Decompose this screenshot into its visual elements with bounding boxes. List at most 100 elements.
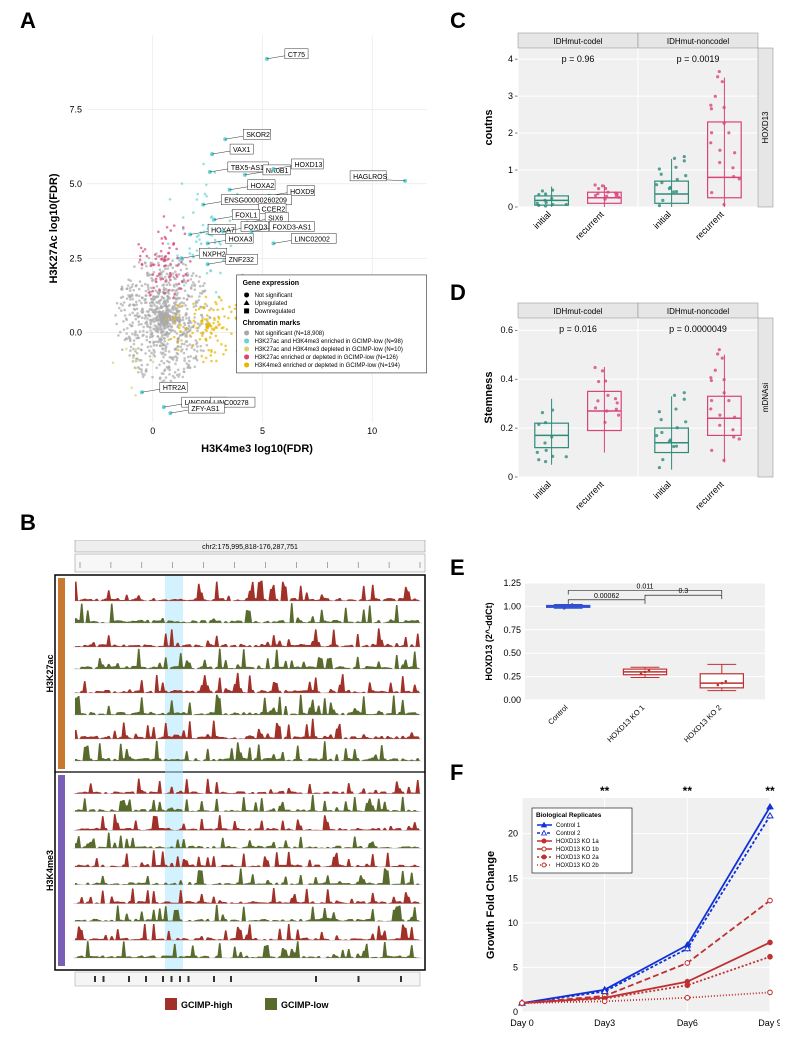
svg-text:HOXD13 KO 1a: HOXD13 KO 1a: [556, 839, 599, 845]
svg-text:IDHmut-noncodel: IDHmut-noncodel: [667, 37, 729, 46]
svg-text:HAGLROS: HAGLROS: [353, 174, 388, 181]
svg-text:0.75: 0.75: [503, 625, 521, 635]
svg-text:Biological Replicates: Biological Replicates: [536, 812, 602, 819]
panel-b: chr2:175,995,818-176,287,751H3K27acH3K4m…: [45, 540, 435, 1020]
panel-label-d: D: [450, 280, 466, 306]
svg-text:Stemness: Stemness: [483, 372, 495, 424]
svg-text:10: 10: [367, 426, 377, 436]
svg-text:H3K4me3 log10(FDR): H3K4me3 log10(FDR): [201, 443, 313, 455]
svg-text:Day 0: Day 0: [510, 1018, 534, 1028]
svg-text:0: 0: [150, 426, 155, 436]
svg-text:Downregulated: Downregulated: [255, 309, 295, 315]
svg-text:recurrent: recurrent: [573, 209, 606, 242]
svg-text:0.011: 0.011: [637, 583, 654, 590]
svg-text:H3K27ac enriched or depleted i: H3K27ac enriched or depleted in GCIMP-lo…: [255, 355, 398, 361]
svg-text:SKOR2: SKOR2: [246, 132, 270, 139]
svg-text:p = 0.016: p = 0.016: [559, 324, 597, 334]
svg-text:Chromatin marks: Chromatin marks: [243, 320, 301, 327]
svg-text:HOXD13 KO 2: HOXD13 KO 2: [682, 703, 723, 744]
svg-text:NXPH2: NXPH2: [202, 251, 225, 258]
svg-text:H3K27Ac log10(FDR): H3K27Ac log10(FDR): [48, 173, 60, 283]
svg-text:HOXD13 (2^-ddCt): HOXD13 (2^-ddCt): [484, 602, 494, 680]
panel-label-b: B: [20, 510, 36, 536]
svg-text:ZNF232: ZNF232: [229, 257, 254, 264]
svg-text:chr2:175,995,818-176,287,751: chr2:175,995,818-176,287,751: [202, 544, 298, 551]
svg-text:2: 2: [508, 128, 513, 138]
svg-text:0.25: 0.25: [503, 672, 521, 682]
svg-text:LINC02002: LINC02002: [294, 236, 330, 243]
panel-c: 0 1 2 3 4 IDHmut-codel p = 0.96 initial recurren…: [480, 30, 780, 255]
svg-text:4: 4: [508, 54, 513, 64]
svg-text:HOXD13 KO 1: HOXD13 KO 1: [605, 703, 646, 744]
svg-text:1.00: 1.00: [503, 601, 521, 611]
svg-text:**: **: [765, 784, 775, 798]
svg-text:NR0B1: NR0B1: [266, 168, 289, 175]
svg-text:VAX1: VAX1: [233, 147, 250, 154]
svg-text:p = 0.0019: p = 0.0019: [677, 54, 720, 64]
svg-text:1: 1: [508, 165, 513, 175]
svg-text:Not significant (N=18,908): Not significant (N=18,908): [255, 331, 325, 337]
svg-text:Control 2: Control 2: [556, 831, 581, 837]
svg-text:GCIMP-low: GCIMP-low: [281, 1000, 329, 1010]
svg-text:Day 9: Day 9: [758, 1018, 780, 1028]
panel-label-a: A: [20, 8, 36, 34]
svg-text:H3K27ac and H3K4me3 enriched i: H3K27ac and H3K4me3 enriched in GCIMP-lo…: [255, 339, 403, 345]
svg-text:Control 1: Control 1: [556, 823, 581, 829]
svg-text:H3K4me3 enriched or depleted i: H3K4me3 enriched or depleted in GCIMP-lo…: [255, 363, 400, 369]
panel-label-f: F: [450, 760, 463, 786]
svg-text:FOXD3-AS1: FOXD3-AS1: [273, 224, 312, 231]
svg-text:FOXD3: FOXD3: [244, 224, 267, 231]
svg-text:HOXA3: HOXA3: [229, 236, 253, 243]
svg-text:5.0: 5.0: [69, 179, 82, 189]
svg-text:0.3: 0.3: [679, 588, 689, 595]
svg-text:0.50: 0.50: [503, 648, 521, 658]
svg-text:coutns: coutns: [483, 109, 495, 145]
svg-text:0.00: 0.00: [503, 695, 521, 705]
svg-text:1.25: 1.25: [503, 578, 521, 588]
svg-text:Not significant: Not significant: [255, 293, 293, 299]
svg-text:10: 10: [508, 918, 518, 928]
svg-text:IDHmut-noncodel: IDHmut-noncodel: [667, 307, 729, 316]
svg-text:HOXD9: HOXD9: [290, 189, 314, 196]
svg-text:0.0: 0.0: [69, 328, 82, 338]
svg-text:recurrent: recurrent: [693, 209, 726, 242]
svg-text:p = 0.0000049: p = 0.0000049: [669, 324, 727, 334]
svg-text:0.00062: 0.00062: [594, 593, 619, 600]
svg-text:Upregulated: Upregulated: [255, 301, 288, 307]
svg-text:FOXL1: FOXL1: [235, 213, 257, 220]
svg-text:5: 5: [260, 426, 265, 436]
panel-label-c: C: [450, 8, 466, 34]
svg-text:HOXD13 KO 2b: HOXD13 KO 2b: [556, 863, 599, 869]
svg-text:0: 0: [508, 202, 513, 212]
svg-text:Control: Control: [546, 703, 570, 727]
svg-text:Gene expression: Gene expression: [243, 280, 299, 287]
svg-text:2.5: 2.5: [69, 253, 82, 263]
svg-text:**: **: [683, 784, 693, 798]
svg-text:p = 0.96: p = 0.96: [562, 54, 595, 64]
svg-text:HOXD13 KO 2a: HOXD13 KO 2a: [556, 855, 599, 861]
svg-text:TBX5-AS1: TBX5-AS1: [231, 165, 264, 172]
svg-text:HOXD13: HOXD13: [294, 162, 322, 169]
svg-text:3: 3: [508, 91, 513, 101]
svg-text:HOXD13 KO 1b: HOXD13 KO 1b: [556, 847, 599, 853]
svg-text:15: 15: [508, 873, 518, 883]
svg-text:HTR2A: HTR2A: [163, 385, 186, 392]
panel-a: 05100.02.55.07.5CT75SKOR2VAX1TBX5-AS1NR0…: [45, 30, 435, 500]
svg-text:0.2: 0.2: [500, 423, 513, 433]
svg-text:recurrent: recurrent: [693, 479, 726, 512]
svg-text:initial: initial: [651, 479, 673, 501]
svg-text:**: **: [600, 784, 610, 798]
svg-text:HOXD13: HOXD13: [761, 111, 770, 144]
svg-text:mDNAsi: mDNAsi: [761, 383, 770, 413]
svg-text:CT75: CT75: [288, 52, 305, 59]
svg-text:recurrent: recurrent: [573, 479, 606, 512]
svg-text:IDHmut-codel: IDHmut-codel: [554, 37, 603, 46]
svg-text:initial: initial: [531, 479, 553, 501]
svg-text:initial: initial: [531, 209, 553, 231]
panel-e: 0.00 0.25 0.50 0.75 1.00 1.25 Control HOXD13 KO…: [480, 575, 775, 755]
svg-text:0: 0: [513, 1007, 518, 1017]
svg-text:5: 5: [513, 962, 518, 972]
svg-text:Growth Fold Change: Growth Fold Change: [485, 851, 497, 959]
svg-text:HOXA2: HOXA2: [251, 183, 275, 190]
svg-text:Day6: Day6: [677, 1018, 698, 1028]
